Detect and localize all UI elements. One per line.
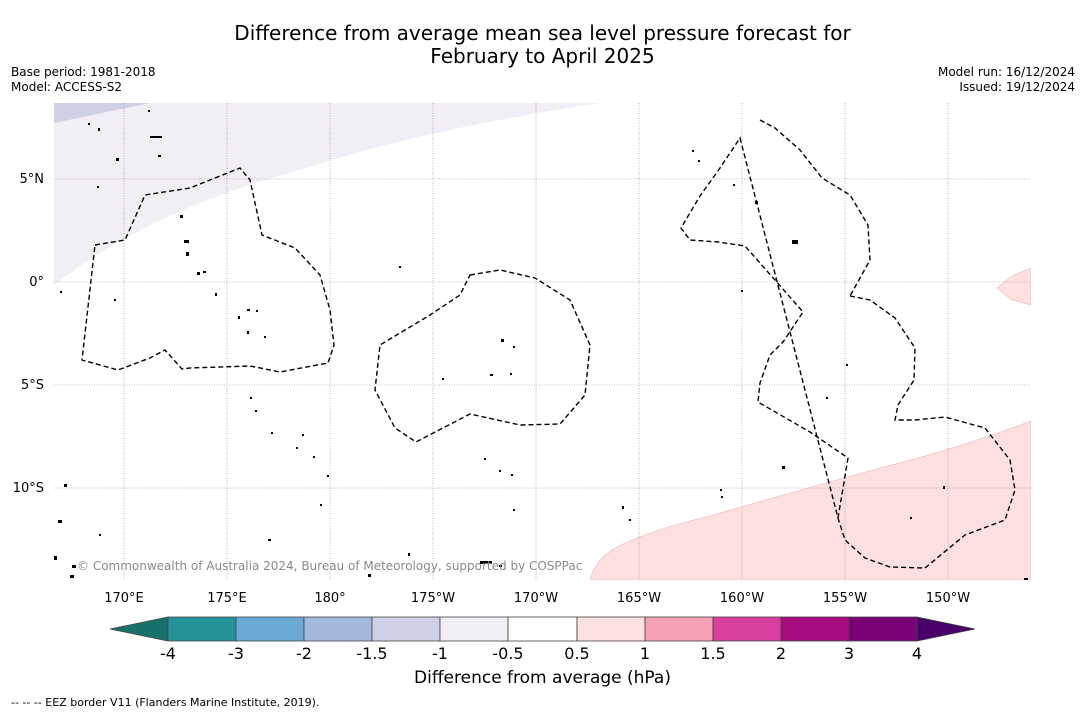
- model-run: Model run: 16/12/2024: [937, 65, 1075, 79]
- graticule: [54, 103, 1031, 580]
- lon-label-175w: 175°W: [411, 591, 455, 606]
- lon-label-150w: 150°W: [926, 591, 970, 606]
- colorbar-bin-6: [507, 616, 578, 642]
- positive-anomaly-east: [996, 267, 1031, 306]
- colorbar-tick: 2: [775, 644, 787, 663]
- eez-borders: [81, 119, 1016, 569]
- lon-label-155w: 155°W: [823, 591, 867, 606]
- eez-legend-note: -- -- -- EEZ border V11 (Flanders Marine…: [11, 696, 320, 709]
- lon-label-160w: 160°W: [720, 591, 764, 606]
- map-title-line-1: Difference from average mean sea level p…: [234, 21, 851, 45]
- colorbar-tick: -2: [296, 644, 312, 663]
- issued-date: Issued: 19/12/2024: [959, 80, 1075, 94]
- colorbar-bin-11: [848, 616, 918, 642]
- model-name: Model: ACCESS-S2: [11, 80, 123, 94]
- colorbar-bin-1: [167, 616, 237, 642]
- colorbar-bin-5: [439, 616, 509, 642]
- islands: [54, 110, 1028, 580]
- colorbar-bin-9: [712, 616, 782, 642]
- lat-label-5n: 5°N: [20, 172, 45, 187]
- colorbar-low-extend: [109, 616, 169, 642]
- negative-anomaly-area: [54, 103, 600, 285]
- colorbar-tick: 1.5: [700, 644, 726, 663]
- colorbar-bin-10: [780, 616, 850, 642]
- lon-label-170w: 170°W: [514, 591, 558, 606]
- colorbar-bin-4: [371, 616, 441, 642]
- colorbar-tick: -0.5: [492, 644, 524, 663]
- colorbar-tick: -1.5: [356, 644, 388, 663]
- colorbar: [109, 616, 976, 642]
- negative-anomaly-core: [54, 103, 150, 123]
- copyright-notice: © Commonwealth of Australia 2024, Bureau…: [77, 559, 582, 573]
- lat-label-0: 0°: [29, 275, 44, 290]
- colorbar-bin-8: [644, 616, 714, 642]
- lat-label-5s: 5°S: [21, 378, 44, 393]
- map-title-line-2: February to April 2025: [430, 44, 655, 68]
- colorbar-tick: -1: [432, 644, 448, 663]
- colorbar-tick: 4: [911, 644, 923, 663]
- colorbar-tick: 0.5: [564, 644, 590, 663]
- positive-anomaly-southeast: [589, 420, 1031, 580]
- lat-label-10s: 10°S: [13, 481, 44, 496]
- lon-label-175e: 175°E: [207, 591, 247, 606]
- colorbar-tick: -3: [228, 644, 244, 663]
- colorbar-bin-3: [303, 616, 373, 642]
- map-panel: © Commonwealth of Australia 2024, Bureau…: [54, 103, 1031, 580]
- base-period: Base period: 1981-2018: [11, 65, 156, 79]
- colorbar-title: Difference from average (hPa): [414, 668, 671, 688]
- lon-label-165w: 165°W: [617, 591, 661, 606]
- lon-label-170e: 170°E: [104, 591, 144, 606]
- colorbar-bin-7: [576, 616, 646, 642]
- colorbar-bin-2: [235, 616, 305, 642]
- colorbar-tick: -4: [160, 644, 176, 663]
- colorbar-high-extend: [916, 616, 976, 642]
- colorbar-tick: 1: [639, 644, 651, 663]
- lon-label-180: 180°: [314, 591, 345, 606]
- colorbar-tick: 3: [843, 644, 855, 663]
